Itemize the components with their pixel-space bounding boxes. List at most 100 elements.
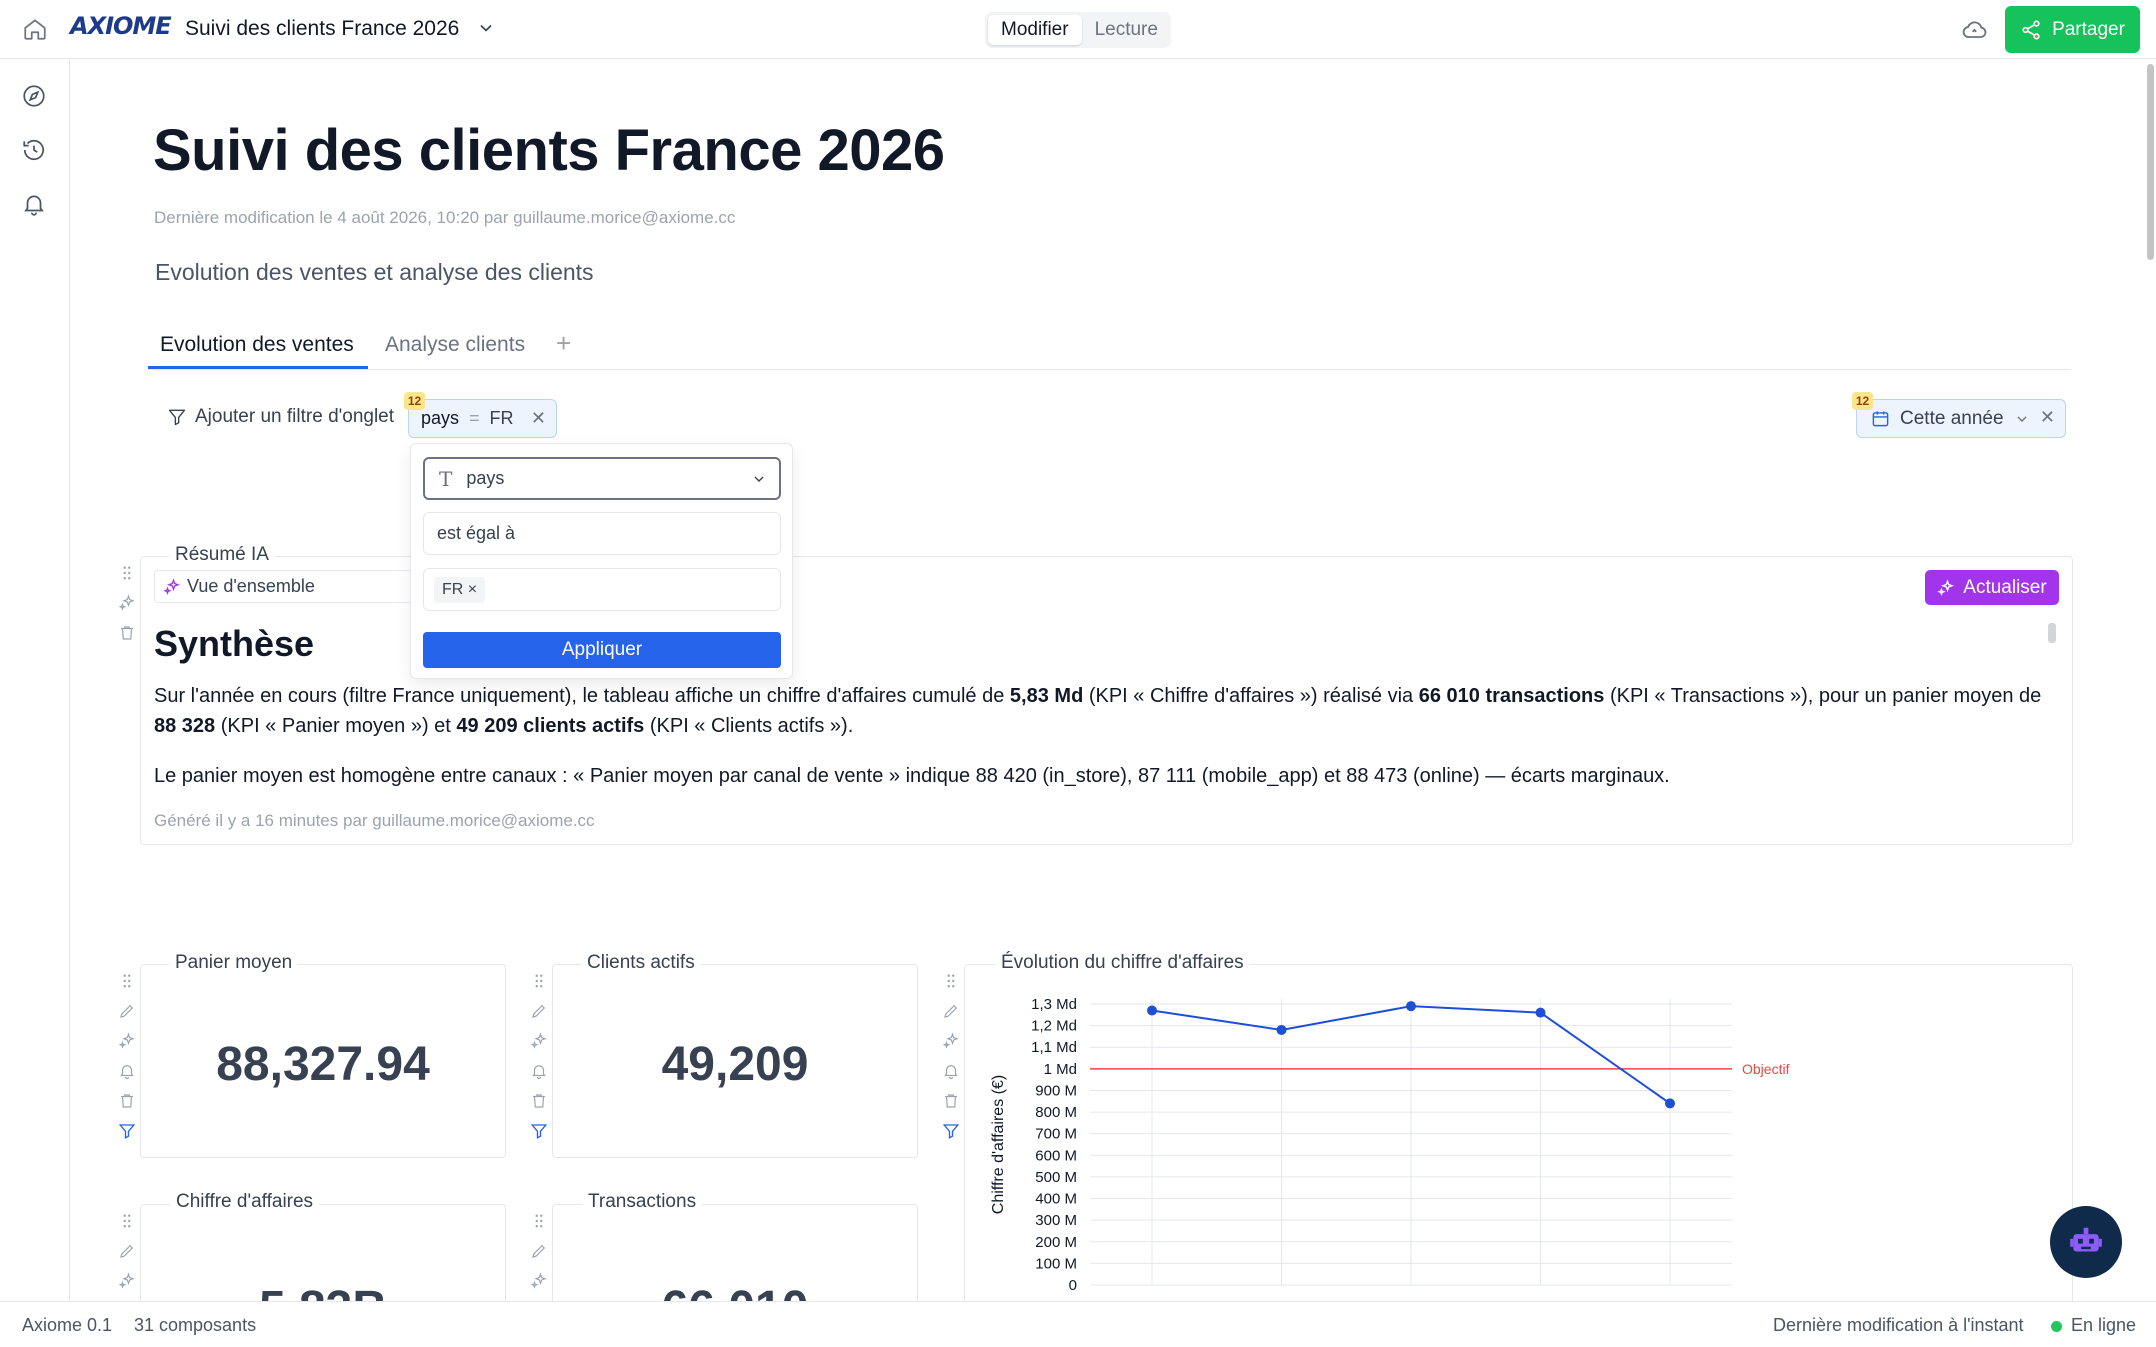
summary-highlight: 5,83 Md (1009, 685, 1084, 707)
online-status: En ligne (2071, 1315, 2137, 1335)
history-icon[interactable] (21, 137, 47, 163)
page-description[interactable]: Evolution des ventes et analyse des clie… (155, 259, 594, 285)
objective-label: Objectif (1742, 1061, 1790, 1077)
kpi-value: 49,209 (661, 1038, 809, 1091)
remove-filter-icon[interactable]: ✕ (530, 408, 546, 428)
share-button[interactable]: Partager (2005, 6, 2140, 53)
filter-icon (168, 409, 186, 426)
sparkles-icon[interactable] (530, 1272, 548, 1290)
refresh-summary-button[interactable]: Actualiser (1925, 570, 2059, 605)
chart-widget-controls (939, 972, 963, 1152)
summary-text: (KPI « Clients actifs »). (644, 715, 854, 737)
date-filter-count-badge: 12 (1852, 392, 1873, 410)
robot-icon (2070, 1227, 2102, 1252)
pencil-icon[interactable] (118, 1002, 136, 1020)
chip-operator: = (469, 408, 480, 428)
home-icon[interactable] (22, 16, 48, 42)
add-tab-filter-button[interactable]: Ajouter un filtre d'onglet (167, 406, 394, 428)
chevron-down-icon (754, 476, 764, 482)
page-meta: Dernière modification le 4 août 2026, 10… (154, 208, 736, 227)
sparkles-icon[interactable] (118, 1272, 136, 1290)
chevron-down-icon[interactable] (476, 18, 496, 38)
y-tick-label: 200 M (1035, 1234, 1077, 1251)
pencil-icon[interactable] (118, 1242, 136, 1260)
filter-popover: T pays est égal à FR × Appliquer (410, 443, 793, 679)
y-tick-label: 900 M (1035, 1082, 1077, 1099)
ai-widget-controls (115, 564, 139, 654)
date-filter-chip[interactable]: Cette année ✕ (1856, 399, 2066, 438)
sparkles-icon[interactable] (942, 1032, 960, 1050)
trash-icon[interactable] (942, 1092, 960, 1110)
filter-icon[interactable] (530, 1122, 548, 1140)
mode-edit-button[interactable]: Modifier (988, 15, 1082, 45)
filter-operator-select[interactable]: est égal à (423, 512, 781, 555)
sparkles-icon[interactable] (118, 1032, 136, 1050)
online-status-dot (2051, 1321, 2062, 1332)
summary-text: (KPI « Panier moyen ») et (215, 715, 457, 737)
mode-read-button[interactable]: Lecture (1094, 19, 1158, 40)
filter-value-tag[interactable]: FR × (434, 577, 486, 603)
summary-highlight: 88 328 (154, 715, 216, 737)
refresh-label: Actualiser (1963, 576, 2047, 598)
assistant-fab-button[interactable] (2050, 1206, 2122, 1278)
trash-icon[interactable] (118, 624, 136, 642)
drag-handle-icon[interactable] (118, 564, 136, 582)
share-icon (2022, 19, 2040, 40)
page-scrollbar-thumb[interactable] (2147, 64, 2154, 260)
y-tick-label: 0 (1069, 1277, 1077, 1294)
document-title[interactable]: Suivi des clients France 2026 (185, 17, 460, 40)
tab-evolution-ventes[interactable]: Evolution des ventes (160, 333, 354, 356)
pencil-icon[interactable] (942, 1002, 960, 1020)
sparkles-icon[interactable] (118, 594, 136, 612)
app-logo[interactable]: AXIOME (70, 12, 172, 40)
status-bar: Axiome 0.1 31 composants Dernière modifi… (0, 1301, 2156, 1347)
filter-icon[interactable] (118, 1122, 136, 1140)
drag-handle-icon[interactable] (942, 972, 960, 990)
chip-field: pays (421, 408, 460, 428)
kpi-label: Panier moyen (169, 952, 299, 974)
sparkles-icon[interactable] (530, 1032, 548, 1050)
trash-icon[interactable] (530, 1092, 548, 1110)
bell-icon[interactable] (21, 191, 47, 217)
y-axis-label: Chiffre d'affaires (€) (990, 1075, 1007, 1214)
kpi-label: Transactions (582, 1191, 703, 1213)
remove-date-filter-icon[interactable]: ✕ (2039, 407, 2055, 427)
chart-title: Évolution du chiffre d'affaires (995, 952, 1250, 974)
pencil-icon[interactable] (530, 1002, 548, 1020)
y-tick-label: 500 M (1035, 1169, 1077, 1186)
left-rail (0, 59, 70, 1301)
y-tick-label: 1 Md (1044, 1061, 1077, 1078)
revenue-line-chart[interactable]: 0 100 M 200 M 300 M 400 M 500 M 600 M 700 M 800 … (965, 965, 2074, 1347)
compass-icon[interactable] (21, 83, 47, 109)
kpi-label: Chiffre d'affaires (170, 1191, 320, 1213)
summary-scrollbar[interactable] (2048, 623, 2056, 643)
filter-field-select[interactable]: T pays (423, 457, 781, 500)
bell-icon[interactable] (530, 1062, 548, 1080)
pencil-icon[interactable] (530, 1242, 548, 1260)
drag-handle-icon[interactable] (530, 972, 548, 990)
add-tab-button[interactable]: + (556, 328, 572, 358)
y-tick-label: 800 M (1035, 1104, 1077, 1121)
page-title[interactable]: Suivi des clients France 2026 (153, 118, 945, 183)
filter-values-input[interactable]: FR × (423, 568, 781, 611)
drag-handle-icon[interactable] (530, 1212, 548, 1230)
bell-icon[interactable] (942, 1062, 960, 1080)
cloud-sync-icon[interactable] (1961, 16, 1989, 44)
component-count: 31 composants (134, 1315, 257, 1335)
revenue-data-point (1147, 1005, 1157, 1016)
tab-analyse-clients[interactable]: Analyse clients (385, 333, 526, 356)
chevron-down-icon[interactable] (2014, 411, 2030, 427)
country-filter-chip[interactable]: pays = FR ✕ (408, 399, 557, 438)
share-label: Partager (2052, 18, 2125, 40)
last-modified-status: Dernière modification à l'instant (1773, 1315, 2024, 1335)
summary-view-select[interactable]: Vue d'ensemble (154, 570, 414, 603)
drag-handle-icon[interactable] (118, 1212, 136, 1230)
ai-summary-label: Résumé IA (169, 544, 275, 566)
filter-icon[interactable] (942, 1122, 960, 1140)
summary-paragraph-2: Le panier moyen est homogène entre canau… (154, 765, 1670, 787)
summary-text: (KPI « Transactions »), pour un panier m… (1604, 685, 2042, 707)
apply-filter-button[interactable]: Appliquer (423, 632, 781, 668)
trash-icon[interactable] (118, 1092, 136, 1110)
drag-handle-icon[interactable] (118, 972, 136, 990)
bell-icon[interactable] (118, 1062, 136, 1080)
